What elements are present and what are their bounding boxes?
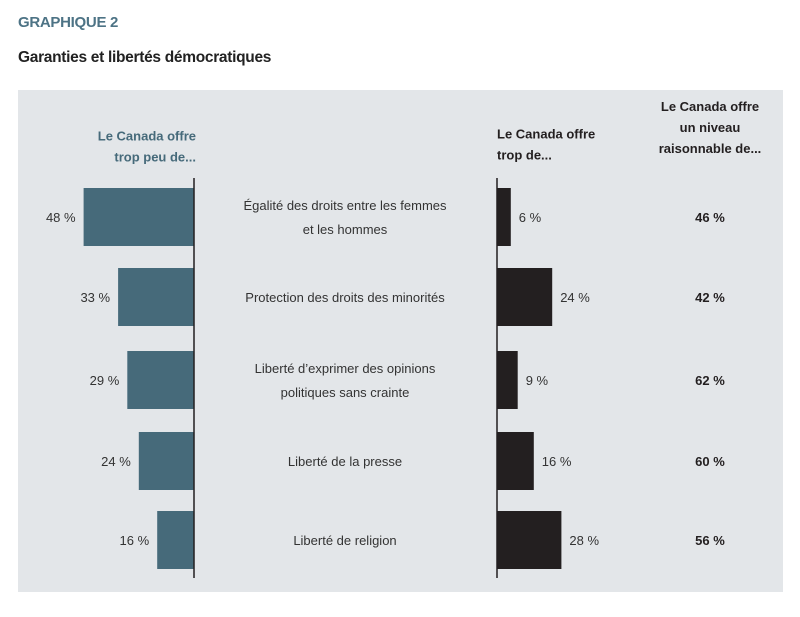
label-too-little: 48 % [46, 210, 76, 225]
bar-too-little [118, 268, 194, 326]
chart-panel [18, 90, 783, 592]
label-too-little: 24 % [101, 454, 131, 469]
legend-reasonable: Le Canada offre un niveau raisonnable de..… [659, 99, 762, 156]
category-label: Liberté d’exprimer des opinions politique… [255, 361, 436, 400]
legend-too-little: Le Canada offre trop peu de... [98, 129, 196, 165]
label-too-little: 33 % [80, 290, 110, 305]
label-reasonable: 46 % [695, 210, 725, 225]
label-too-much: 9 % [526, 373, 549, 388]
bar-too-much [497, 188, 511, 246]
chart-title: Garanties et libertés démocratiques [18, 49, 272, 66]
label-too-much: 16 % [542, 454, 572, 469]
category-label: Protection des droits des minorités [245, 290, 445, 305]
bar-too-much [497, 511, 562, 569]
bar-too-much [497, 268, 553, 326]
bar-too-little [157, 511, 194, 569]
bar-too-little [138, 432, 194, 490]
category-label: Liberté de religion [293, 533, 396, 548]
legend-too-much: Le Canada offre trop de... [497, 127, 595, 163]
label-too-much: 28 % [569, 533, 599, 548]
label-reasonable: 56 % [695, 533, 725, 548]
bar-too-much [497, 351, 518, 409]
label-reasonable: 60 % [695, 454, 725, 469]
bar-too-little [83, 188, 194, 246]
bar-too-little [127, 351, 194, 409]
label-too-little: 16 % [120, 533, 150, 548]
label-reasonable: 42 % [695, 290, 725, 305]
label-too-much: 24 % [560, 290, 590, 305]
label-reasonable: 62 % [695, 373, 725, 388]
category-label: Égalité des droits entre les femmes et le… [243, 198, 447, 237]
label-too-little: 29 % [90, 373, 120, 388]
label-too-much: 6 % [519, 210, 542, 225]
chart-kicker: GRAPHIQUE 2 [18, 14, 119, 31]
category-label: Liberté de la presse [288, 454, 402, 469]
bar-too-much [497, 432, 534, 490]
